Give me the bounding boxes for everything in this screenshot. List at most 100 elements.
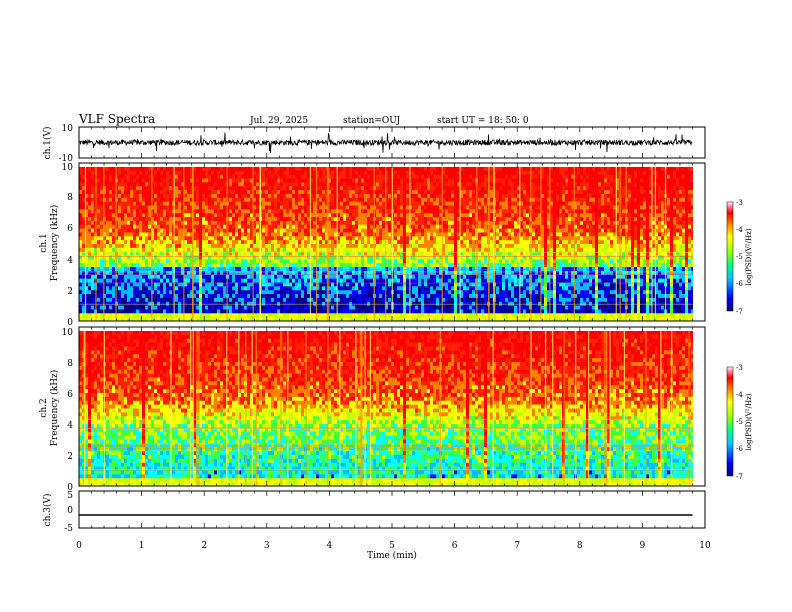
spectrogram-cell [337, 228, 341, 233]
spectrogram-cell [118, 205, 122, 210]
spectrogram-cell [394, 270, 398, 276]
spectrogram-cell [223, 255, 227, 260]
spectrogram-cell [337, 309, 341, 314]
spectrogram-cell [295, 263, 299, 268]
spectrogram-cell [184, 224, 188, 229]
spectrogram-cell [355, 209, 359, 214]
spectrogram-cell [286, 278, 290, 283]
spectrogram-cell [436, 247, 440, 252]
spectrogram-cell [178, 197, 182, 202]
spectrogram-cell [262, 247, 266, 252]
spectrogram-cell [190, 294, 194, 299]
spectrogram-cell [388, 297, 392, 303]
spectrogram-cell [196, 290, 200, 295]
spectrogram-cell [142, 201, 146, 206]
spectrogram-cell [370, 232, 374, 237]
spectrogram-cell [346, 244, 350, 249]
spectrogram-cell [79, 290, 83, 295]
spectrogram-cell [220, 267, 224, 272]
spectrogram-cell [190, 251, 194, 256]
spectrogram-cell [265, 286, 269, 291]
spectrogram-cell [139, 263, 143, 268]
spectrogram-cell [403, 294, 407, 299]
spectrogram-cell [271, 228, 275, 233]
spectrogram-cell [295, 317, 299, 321]
spectrogram-cell [127, 267, 131, 272]
spectrogram-cell [367, 240, 371, 245]
spectrogram-cell [181, 313, 185, 318]
spectrogram-cell [409, 313, 413, 318]
spectrogram-cell [433, 297, 437, 303]
spectrogram-cell [337, 267, 341, 272]
spectrogram-cell [223, 286, 227, 291]
spectrogram-cell [121, 197, 125, 202]
spectrogram-cell [358, 317, 362, 321]
spectrogram-cell [442, 186, 446, 191]
spectrogram-cell [220, 170, 224, 175]
spectrogram-cell [82, 209, 86, 214]
spectrogram-cell [175, 297, 179, 303]
spectrogram-cell [109, 197, 113, 202]
spectrogram-cell [256, 209, 260, 214]
spectrogram-cell [220, 201, 224, 206]
spectrogram-cell [118, 178, 122, 183]
spectrogram-cell [124, 186, 128, 191]
spectrogram-cell [271, 278, 275, 283]
spectrogram-cell [316, 282, 320, 287]
spectrogram-cell [142, 197, 146, 202]
spectrogram-cell [382, 270, 386, 276]
spectrogram-cell [181, 286, 185, 291]
spectrogram-cell [199, 220, 203, 226]
spectrogram-cell [433, 201, 437, 206]
spectrogram-cell [256, 297, 260, 303]
spectrogram-cell [340, 240, 344, 245]
spectrogram-cell [430, 259, 434, 264]
spectrogram-cell [292, 290, 296, 295]
spectrogram-cell [262, 174, 266, 179]
spectrogram-cell [223, 240, 227, 245]
spectrogram-cell [361, 224, 365, 229]
spectrogram-cell [145, 297, 149, 303]
spectrogram-cell [346, 224, 350, 229]
spectrogram-cell [127, 232, 131, 237]
spectrogram-cell [112, 213, 116, 218]
spectrogram-cell [415, 267, 419, 272]
spectrogram-cell [379, 270, 383, 276]
spectrogram-cell [145, 278, 149, 283]
spectrogram-cell [319, 167, 323, 172]
spectrogram-cell [421, 170, 425, 175]
spectrogram-cell [427, 317, 431, 321]
spectrogram-cell [208, 286, 212, 291]
spectrogram-cell [442, 178, 446, 183]
spectrogram-cell [310, 205, 314, 210]
spectrogram-cell [241, 167, 245, 172]
spectrogram-cell [235, 305, 239, 310]
spectrogram-cell [364, 278, 368, 283]
spectrogram-cell [253, 270, 257, 276]
spectrogram-cell [424, 313, 428, 318]
spectrogram-cell [340, 220, 344, 226]
spectrogram-cell [319, 247, 323, 252]
spectrogram-cell [271, 167, 275, 172]
spectrogram-cell [271, 182, 275, 187]
spectrogram-cell [397, 244, 401, 249]
spectrogram-cell [274, 274, 278, 279]
spectrogram-cell [430, 267, 434, 272]
spectrogram-cell [337, 297, 341, 303]
spectrogram-cell [424, 286, 428, 291]
spectrogram-cell [166, 182, 170, 187]
spectrogram-cell [370, 170, 374, 175]
spectrogram-cell [118, 270, 122, 276]
spectrogram-cell [328, 278, 332, 283]
spectrogram-cell [370, 305, 374, 310]
spectrogram-cell [388, 190, 392, 195]
spectrogram-cell [88, 244, 92, 249]
spectrogram-cell [322, 309, 326, 314]
spectrogram-cell [376, 170, 380, 175]
spectrogram-cell [217, 286, 221, 291]
spectrogram-cell [409, 290, 413, 295]
spectrogram-cell [352, 213, 356, 218]
spectrogram-cell [367, 174, 371, 179]
spectrogram-cell [196, 170, 200, 175]
spectrogram-cell [352, 309, 356, 314]
